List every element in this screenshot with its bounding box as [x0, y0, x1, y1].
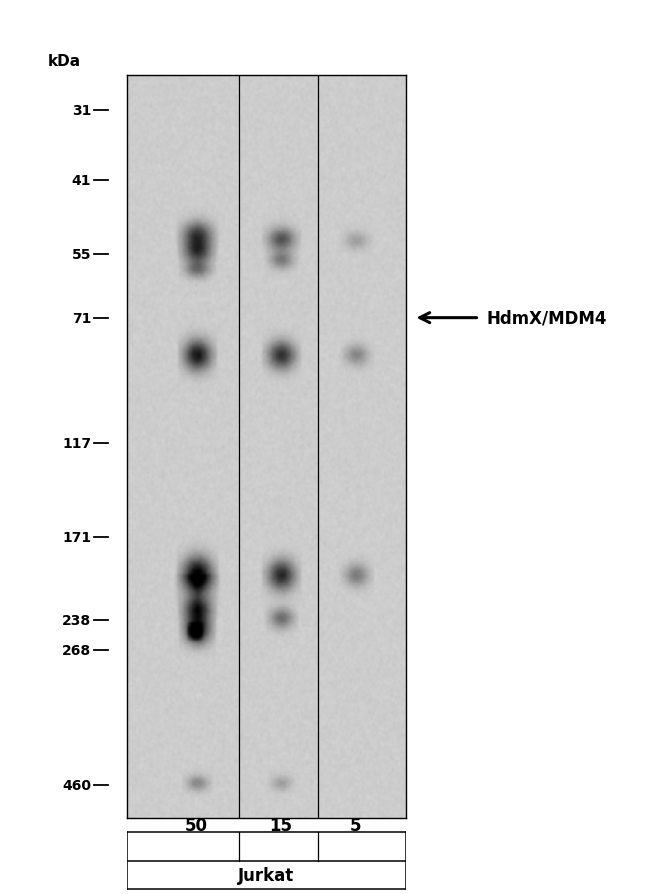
Text: 71: 71 — [72, 311, 91, 325]
Text: 238: 238 — [62, 613, 91, 628]
Text: 5: 5 — [350, 816, 361, 834]
Text: 117: 117 — [62, 436, 91, 450]
Text: 15: 15 — [269, 816, 292, 834]
Text: kDa: kDa — [48, 54, 81, 69]
Text: 41: 41 — [72, 174, 91, 188]
Text: 460: 460 — [62, 778, 91, 792]
Text: 268: 268 — [62, 643, 91, 657]
Text: HdmX/MDM4: HdmX/MDM4 — [487, 309, 607, 327]
Text: 55: 55 — [72, 248, 91, 262]
Text: 171: 171 — [62, 531, 91, 544]
Text: 31: 31 — [72, 105, 91, 118]
Text: Jurkat: Jurkat — [239, 866, 294, 884]
Text: 50: 50 — [185, 816, 208, 834]
